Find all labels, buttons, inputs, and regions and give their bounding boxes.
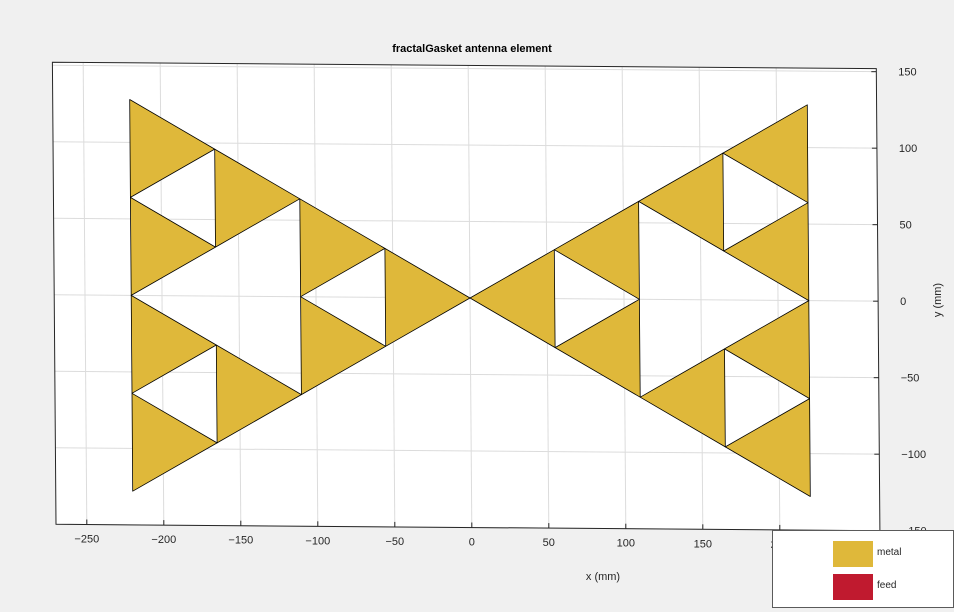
y-gridline: [52, 64, 877, 73]
y-tick-label: −100: [901, 449, 926, 461]
legend-entry-feed: feed: [833, 574, 948, 600]
legend-label-metal: metal: [877, 547, 902, 558]
gasket-geometry: [129, 99, 811, 497]
metal-triangle: [215, 344, 302, 444]
metal-triangle: [722, 104, 809, 204]
metal-triangle: [639, 348, 726, 448]
x-gridline: [82, 62, 88, 525]
chart-title: fractalGasket antenna element: [392, 43, 552, 55]
metal-triangle: [384, 247, 471, 347]
x-tick-label: −100: [305, 535, 330, 547]
y-tick-label: 0: [900, 296, 906, 308]
metal-triangle: [554, 298, 641, 398]
metal-triangle: [131, 392, 218, 492]
y-axis-label: y (mm): [932, 283, 944, 317]
y-tick-label: 100: [899, 143, 917, 155]
x-tick-label: −50: [385, 536, 404, 548]
metal-triangle: [129, 196, 216, 296]
x-tick-label: −250: [74, 534, 99, 546]
y-tick-label: −50: [901, 373, 920, 385]
x-gridline: [313, 64, 319, 527]
metal-triangle: [724, 300, 810, 400]
metal-triangle: [469, 249, 556, 349]
legend-label-feed: feed: [877, 580, 897, 591]
legend-swatch-metal: [833, 541, 873, 567]
x-axis-label: x (mm): [586, 571, 620, 583]
x-gridline: [467, 65, 473, 528]
legend-swatch-feed: [833, 574, 873, 600]
metal-triangle: [214, 148, 301, 248]
metal-triangle: [130, 294, 217, 394]
metal-triangle: [638, 152, 725, 252]
x-tick-label: −200: [151, 534, 176, 546]
x-gridline: [621, 66, 627, 529]
y-tick-label: 50: [900, 220, 912, 232]
x-tick-label: 50: [543, 537, 555, 549]
metal-triangle: [553, 200, 640, 300]
x-gridline: [698, 67, 704, 530]
x-tick-label: 150: [694, 538, 712, 550]
x-tick-label: 100: [617, 538, 635, 550]
metal-triangle: [723, 202, 810, 302]
y-gridline: [53, 217, 878, 226]
legend[interactable]: metal feed: [772, 530, 954, 608]
y-gridline: [54, 370, 879, 379]
x-tick-label: 0: [469, 537, 475, 549]
metal-triangle: [299, 198, 386, 298]
metal-triangle: [129, 99, 216, 198]
x-tick-label: −150: [228, 535, 253, 547]
metal-triangle: [300, 296, 387, 396]
y-tick-label: 150: [898, 67, 916, 79]
x-gridline: [236, 63, 242, 526]
legend-entry-metal: metal: [833, 541, 948, 567]
metal-triangle: [724, 398, 811, 497]
